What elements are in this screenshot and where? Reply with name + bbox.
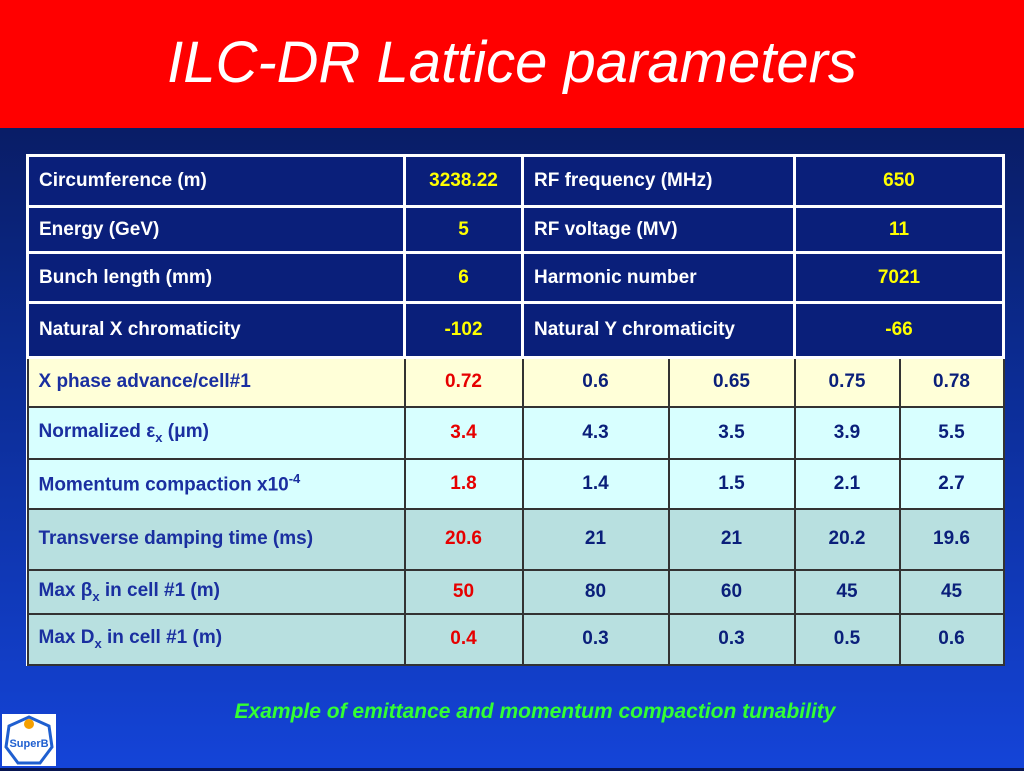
table-row: Normalized εx (μm) 3.4 4.3 3.5 3.9 5.5 xyxy=(26,405,1005,460)
label-text: Max xyxy=(38,579,81,601)
tunability-value: 45 xyxy=(793,568,901,615)
tunability-value: 0.3 xyxy=(667,612,796,666)
param-label: Harmonic number xyxy=(521,251,796,304)
title-bar: ILC-DR Lattice parameters xyxy=(0,0,1024,128)
param-value: 11 xyxy=(792,205,1006,254)
tunability-label: Max Dx in cell #1 (m) xyxy=(26,612,406,666)
tunability-value: 5.5 xyxy=(898,405,1005,460)
tunability-value: 4.3 xyxy=(521,405,670,460)
slide-title: ILC-DR Lattice parameters xyxy=(167,30,857,95)
tunability-value: 1.4 xyxy=(521,457,670,510)
label-text: ( xyxy=(162,420,175,442)
tunability-label: Max βx in cell #1 (m) xyxy=(26,568,406,615)
tunability-value: 80 xyxy=(521,568,670,615)
caption: Example of emittance and momentum compac… xyxy=(234,700,836,723)
tunability-label: Transverse damping time (ms) xyxy=(26,507,406,571)
tunability-label: Momentum compaction x10-4 xyxy=(26,457,406,510)
param-value: -66 xyxy=(792,301,1006,359)
tunability-value: 0.4 xyxy=(403,612,524,666)
param-label: Natural Y chromaticity xyxy=(521,301,796,359)
tunability-value: 1.8 xyxy=(403,457,524,510)
param-label: RF voltage (MV) xyxy=(521,205,796,254)
tunability-value: 0.3 xyxy=(521,612,670,666)
table-row: Momentum compaction x10-4 1.8 1.4 1.5 2.… xyxy=(26,457,1005,510)
label-text: m) xyxy=(185,420,209,442)
tunability-label: X phase advance/cell#1 xyxy=(26,356,406,408)
tunability-value: 1.5 xyxy=(667,457,796,510)
tunability-value: 50 xyxy=(403,568,524,615)
logo-graphic: SuperB xyxy=(4,715,54,765)
label-subscript: x xyxy=(92,588,100,604)
beta-symbol: β xyxy=(80,579,93,601)
table-row: Natural X chromaticity -102 Natural Y ch… xyxy=(26,301,1006,359)
table-row: Max Dx in cell #1 (m) 0.4 0.3 0.3 0.5 0.… xyxy=(26,612,1005,666)
logo-text: SuperB xyxy=(9,738,48,750)
tunability-label: Normalized εx (μm) xyxy=(26,405,406,460)
param-value: 650 xyxy=(792,154,1006,208)
label-text: Momentum compaction x10 xyxy=(38,474,289,496)
tunability-value: 45 xyxy=(898,568,1005,615)
label-superscript: -4 xyxy=(288,470,301,486)
tunability-value: 0.6 xyxy=(521,356,670,408)
tunability-value: 0.72 xyxy=(403,356,524,408)
label-text: Normalized xyxy=(38,420,147,442)
param-value: 6 xyxy=(403,251,524,304)
tunability-value: 0.75 xyxy=(793,356,901,408)
table-row: Energy (GeV) 5 RF voltage (MV) 11 xyxy=(26,205,1006,254)
label-text: in cell #1 (m) xyxy=(99,579,220,601)
label-text: in cell #1 (m) xyxy=(101,627,223,649)
tunability-value: 2.1 xyxy=(793,457,901,510)
param-value: 7021 xyxy=(792,251,1006,304)
label-subscript: x xyxy=(155,429,163,445)
param-value: 3238.22 xyxy=(403,154,524,208)
tunability-value: 3.9 xyxy=(793,405,901,460)
tunability-value: 0.65 xyxy=(667,356,796,408)
tunability-value: 3.5 xyxy=(667,405,796,460)
tunability-value: 20.6 xyxy=(403,507,524,571)
tunability-value: 60 xyxy=(667,568,796,615)
table-row: X phase advance/cell#1 0.72 0.6 0.65 0.7… xyxy=(26,356,1005,408)
tunability-value: 0.78 xyxy=(898,356,1005,408)
param-label: Bunch length (mm) xyxy=(26,251,406,304)
tunability-value: 20.2 xyxy=(793,507,901,571)
label-subscript: x xyxy=(94,635,102,651)
param-value: -102 xyxy=(403,301,524,359)
tunability-value: 0.5 xyxy=(793,612,901,666)
tunability-value: 19.6 xyxy=(898,507,1005,571)
tunability-value: 0.6 xyxy=(898,612,1005,666)
param-label: Circumference (m) xyxy=(26,154,406,208)
superb-logo-icon: SuperB xyxy=(2,714,56,766)
tunability-value: 2.7 xyxy=(898,457,1005,510)
epsilon-symbol: ε xyxy=(146,420,156,442)
param-value: 5 xyxy=(403,205,524,254)
tunability-value: 3.4 xyxy=(403,405,524,460)
parameters-table: Circumference (m) 3238.22 RF frequency (… xyxy=(26,154,1006,666)
param-label: RF frequency (MHz) xyxy=(521,154,796,208)
param-label: Energy (GeV) xyxy=(26,205,406,254)
table-row: Circumference (m) 3238.22 RF frequency (… xyxy=(26,154,1006,208)
mu-symbol: μ xyxy=(174,420,186,442)
table-row: Bunch length (mm) 6 Harmonic number 7021 xyxy=(26,251,1006,304)
label-text: Max D xyxy=(38,627,95,649)
tunability-value: 21 xyxy=(667,507,796,571)
table-row: Transverse damping time (ms) 20.6 21 21 … xyxy=(26,507,1005,571)
table-row: Max βx in cell #1 (m) 50 80 60 45 45 xyxy=(26,568,1005,615)
tunability-value: 21 xyxy=(521,507,670,571)
param-label: Natural X chromaticity xyxy=(26,301,406,359)
